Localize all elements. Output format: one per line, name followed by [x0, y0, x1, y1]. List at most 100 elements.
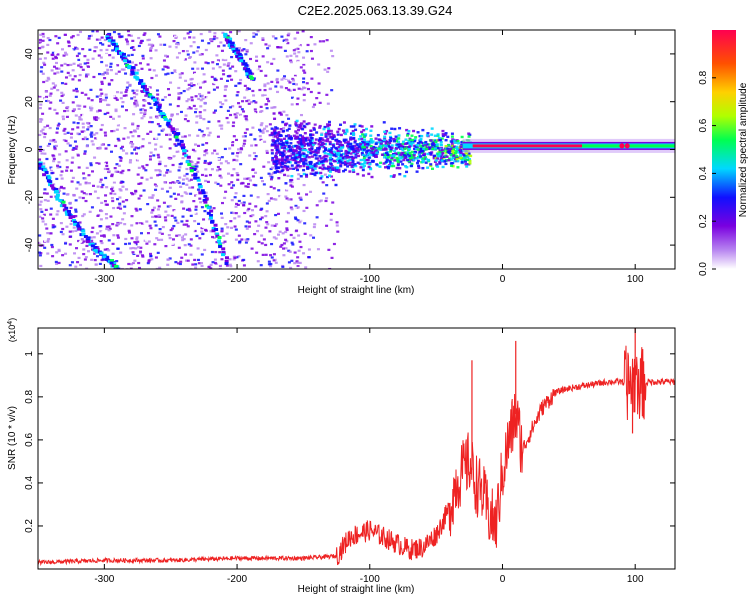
spectrogram-cell [227, 43, 232, 47]
spectrogram-cell [100, 143, 104, 146]
spectrogram-cell [265, 210, 269, 213]
spectrogram-cell [72, 193, 76, 197]
spectrogram-cell [74, 215, 78, 218]
spectrogram-cell [49, 169, 53, 172]
spectrogram-cell [305, 206, 309, 209]
spectrogram-cell [280, 107, 284, 110]
spectrogram-cell [212, 236, 216, 239]
spectrogram-cell [374, 137, 378, 140]
spectrogram-cell [215, 169, 219, 172]
spectrogram-cell [403, 142, 407, 146]
spectrogram-cell [298, 240, 302, 243]
spectrogram-cell [290, 185, 294, 188]
spectrogram-y-label: Frequency (Hz) [7, 116, 18, 185]
spectrogram-cell [444, 146, 448, 149]
spectrogram-cell [406, 151, 410, 154]
spectrogram-cell [270, 106, 274, 109]
spectrogram-cell [321, 181, 325, 184]
spectrogram-cell [52, 138, 56, 142]
spectrogram-cell [282, 149, 286, 153]
spectrogram-cell [255, 67, 259, 70]
spectrogram-cell [159, 43, 163, 46]
spectrogram-cell [114, 97, 118, 100]
spectrogram-cell [438, 162, 442, 165]
spectrogram-cell [327, 129, 331, 132]
spectrogram-cell [274, 37, 278, 40]
spectrogram-cell [120, 267, 124, 269]
spectrogram-cell [392, 175, 396, 178]
y-tick-label: 0.2 [24, 519, 35, 533]
spectrogram-cell [41, 45, 45, 48]
spectrogram-cell [113, 267, 117, 269]
carrier-hotspot [619, 143, 625, 149]
y-tick-label: 0.8 [24, 389, 35, 403]
spectrogram-cell [173, 69, 177, 72]
spectrogram-cell [273, 117, 277, 121]
spectrogram-cell [167, 48, 171, 51]
spectrogram-cell [302, 86, 306, 89]
spectrogram-cell [288, 250, 292, 253]
spectrogram-cell [91, 184, 95, 187]
spectrogram-cell [305, 175, 309, 178]
spectrogram-cell [268, 175, 272, 178]
spectrogram-cell [53, 72, 57, 75]
spectrogram-cell [344, 141, 348, 144]
spectrogram-cell [450, 158, 454, 161]
spectrogram-cell [109, 65, 113, 68]
spectrogram-cell [126, 136, 130, 139]
spectrogram-cell [107, 222, 111, 225]
spectrogram-cell [149, 130, 153, 133]
spectrogram-cell [358, 162, 362, 165]
spectrogram-cell [242, 204, 246, 207]
spectrogram-cell [88, 48, 92, 51]
spectrogram-cell [239, 113, 243, 116]
spectrogram-cell [301, 154, 305, 157]
spectrogram-cell [348, 170, 352, 173]
spectrogram-cell [290, 50, 294, 54]
spectrogram-cell [104, 212, 108, 216]
spectrogram-cell [227, 172, 231, 175]
spectrogram-cell [324, 148, 328, 152]
spectrogram-cell [137, 166, 141, 169]
spectrogram-cell [231, 47, 236, 51]
spectrogram-cell [441, 151, 445, 155]
spectrogram-cell [75, 54, 79, 58]
spectrogram-cell [276, 133, 280, 136]
spectrogram-cell [137, 261, 141, 265]
spectrogram-cell [207, 120, 211, 123]
spectrogram-cell [81, 126, 85, 129]
spectrogram-cell [325, 39, 329, 42]
spectrogram-cell [158, 266, 162, 269]
spectrogram-cell [106, 111, 110, 115]
spectrogram-cell [120, 35, 124, 38]
spectrogram-cell [323, 154, 327, 158]
spectrogram-cell [401, 148, 405, 152]
spectrogram-cell [190, 161, 194, 164]
spectrogram-cell [156, 208, 160, 211]
spectrogram-cell [394, 140, 398, 143]
spectrogram-cell [254, 33, 258, 36]
spectrogram-cell [139, 79, 144, 83]
spectrogram-cell [70, 36, 74, 39]
spectrogram-cell [130, 224, 134, 227]
spectrogram-cell [113, 167, 117, 170]
spectrogram-cell [337, 146, 341, 149]
spectrogram-cell [107, 44, 111, 47]
spectrogram-cell [189, 192, 193, 195]
spectrogram-cell [99, 56, 103, 59]
spectrogram-cell [238, 143, 242, 146]
spectrogram-cell [270, 173, 274, 176]
spectrogram-cell [302, 157, 306, 161]
spectrogram-cell [107, 82, 111, 85]
spectrogram-cell [324, 147, 328, 150]
spectrogram-cell [185, 105, 189, 108]
spectrogram-cell [138, 223, 142, 226]
spectrogram-cell [136, 254, 140, 257]
spectrogram-cell [148, 158, 152, 161]
spectrogram-cell [116, 247, 120, 250]
spectrogram-cell [111, 242, 115, 245]
spectrogram-cell [113, 42, 118, 46]
spectrogram-cell [83, 136, 87, 139]
spectrogram-cell [230, 78, 234, 81]
spectrogram-cell [436, 157, 440, 160]
